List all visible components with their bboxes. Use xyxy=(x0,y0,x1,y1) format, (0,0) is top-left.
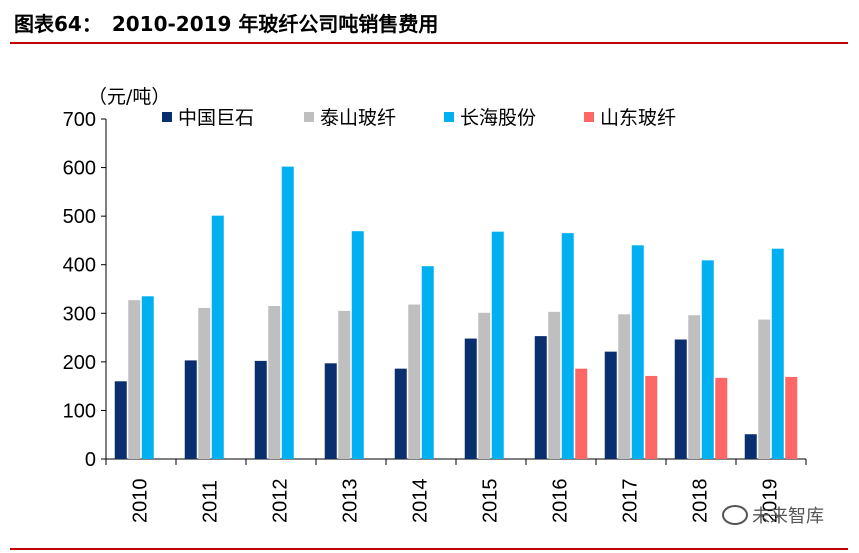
bar-2 xyxy=(338,310,351,459)
bar-4 xyxy=(715,377,728,459)
bar-1 xyxy=(604,351,617,459)
x-tick-label: 2015 xyxy=(479,479,501,524)
bar-4 xyxy=(575,368,588,459)
watermark: 未来智库 xyxy=(722,502,824,528)
bar-2 xyxy=(618,314,631,459)
bar-3 xyxy=(141,296,154,459)
wechat-icon xyxy=(722,505,748,525)
bar-1 xyxy=(114,381,127,459)
figure-label: 图表64： xyxy=(14,12,102,36)
x-tick-label: 2016 xyxy=(549,479,571,524)
bar-1 xyxy=(394,368,407,459)
legend-swatch xyxy=(444,112,454,122)
y-tick-label: 600 xyxy=(63,158,96,180)
bar-1 xyxy=(324,363,337,459)
figure-caption: 2010-2019 年玻纤公司吨销售费用 xyxy=(111,12,439,36)
x-tick-label: 2012 xyxy=(269,479,291,524)
bar-3 xyxy=(771,248,784,459)
x-tick-label: 2017 xyxy=(619,479,641,524)
bar-1 xyxy=(534,336,547,459)
bar-3 xyxy=(491,231,504,459)
bar-1 xyxy=(744,434,757,459)
bar-2 xyxy=(688,315,701,459)
bar-4 xyxy=(785,376,798,459)
bar-3 xyxy=(561,233,574,459)
bar-3 xyxy=(211,215,224,459)
bar-3 xyxy=(421,266,434,459)
bar-3 xyxy=(281,166,294,459)
bar-2 xyxy=(198,307,211,459)
bar-3 xyxy=(631,245,644,459)
legend-swatch xyxy=(304,112,314,122)
y-tick-label: 400 xyxy=(63,255,96,277)
figure-title: 图表64： 2010-2019 年玻纤公司吨销售费用 xyxy=(14,8,438,37)
y-tick-label: 300 xyxy=(63,303,96,325)
x-tick-label: 2013 xyxy=(339,479,361,524)
bar-2 xyxy=(128,300,141,459)
x-tick-label: 2019 xyxy=(759,479,781,524)
legend-label: 泰山玻纤 xyxy=(320,107,396,129)
bar-2 xyxy=(408,304,421,459)
bottom-divider xyxy=(10,548,848,550)
x-tick-label: 2011 xyxy=(199,480,221,523)
bar-1 xyxy=(674,339,687,459)
y-tick-label: 500 xyxy=(63,206,96,228)
y-tick-label: 200 xyxy=(63,352,96,374)
x-tick-label: 2014 xyxy=(409,479,431,524)
y-unit-label: （元/吨） xyxy=(88,86,170,108)
bar-3 xyxy=(351,231,364,459)
y-tick-label: 700 xyxy=(63,109,96,131)
bar-2 xyxy=(478,312,491,459)
legend-label: 中国巨石 xyxy=(178,107,254,129)
bar-1 xyxy=(464,338,477,459)
watermark-text: 未来智库 xyxy=(752,506,824,527)
bar-2 xyxy=(268,306,281,459)
bar-1 xyxy=(254,360,267,459)
bar-4 xyxy=(645,375,658,459)
legend-swatch xyxy=(584,112,594,122)
y-tick-label: 100 xyxy=(63,400,96,422)
legend-label: 长海股份 xyxy=(460,107,536,129)
bar-2 xyxy=(758,319,771,459)
top-divider xyxy=(10,42,848,44)
bar-3 xyxy=(701,260,714,459)
bar-1 xyxy=(184,360,197,459)
x-tick-label: 2018 xyxy=(689,479,711,524)
bar-2 xyxy=(548,311,561,459)
legend-label: 山东玻纤 xyxy=(600,107,676,129)
legend-swatch xyxy=(162,112,172,122)
y-tick-label: 0 xyxy=(85,449,96,471)
x-tick-label: 2010 xyxy=(129,479,151,524)
